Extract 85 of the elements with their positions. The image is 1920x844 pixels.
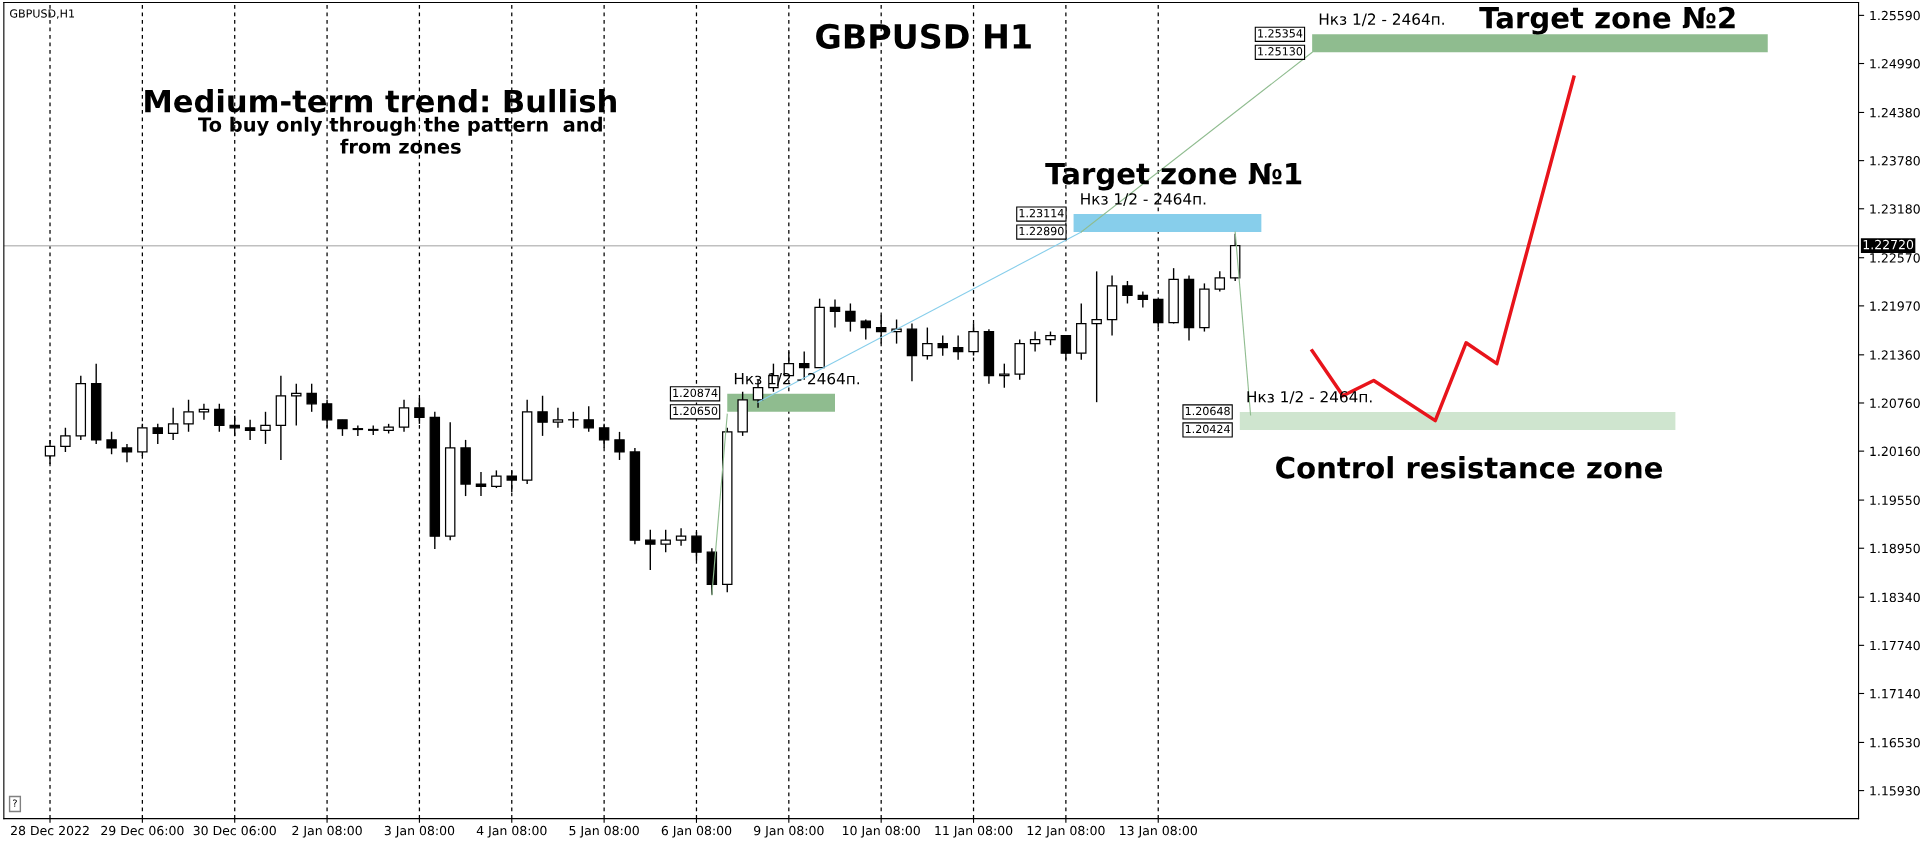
candlestick [937,334,948,357]
candlestick [60,427,71,453]
candlestick [214,403,225,433]
annotation: Target zone №2 [1479,6,1735,35]
candlestick [183,399,194,433]
candlestick [121,443,133,464]
x-tick-label: 13 Jan 08:00 [1120,825,1197,838]
y-tick-label: 1.20160 [1870,446,1920,457]
y-tick-label: 1.22570 [1870,253,1920,263]
ref-line-label: 1.22720 [1863,239,1914,250]
candlestick [106,431,117,456]
y-tick-label: 1.21970 [1870,301,1920,311]
band-label: Нкз 1/2 - 2464п. [1319,13,1444,27]
candlestick [1137,290,1149,309]
candlestick [645,529,656,571]
y-tick-label: 1.25590 [1870,10,1920,21]
y-tick-label: 1.17140 [1870,688,1920,699]
x-tick-label: 28 Dec 2022 [11,825,89,836]
y-tick-label: 1.23180 [1870,204,1920,214]
x-tick-label: 4 Jan 08:00 [476,825,547,838]
candlestick [583,405,594,433]
x-tick-label: 9 Jan 08:00 [754,825,824,838]
text: ? [13,799,17,807]
annotation: 1.20874 [673,388,718,398]
annotation: Medium-term trend: Bullish [145,88,616,113]
candlestick [999,362,1010,389]
candlestick [352,424,364,437]
candlestick [614,431,625,461]
band-label: Нкз 1/2 - 2464п. [1247,391,1372,404]
x-tick-label: 5 Jan 08:00 [569,825,639,838]
candlestick [306,383,317,413]
y-tick-label: 1.18950 [1870,543,1920,554]
y-tick-label: 1.18340 [1870,592,1920,603]
text: GBPUSD H1 [816,23,1031,49]
candlestick [829,298,841,329]
x-tick-label: 3 Jan 08:00 [384,825,455,838]
candlestick [1214,270,1226,293]
x-tick-label: 6 Jan 08:00 [661,825,732,838]
candlestick [152,423,164,445]
y-tick-label: 1.24990 [1870,58,1920,69]
line-series [1310,75,1576,423]
candlestick [260,411,271,445]
candlestick [952,334,964,361]
x-tick-label: 12 Jan 08:00 [1027,825,1105,838]
y-tick-label: 1.15930 [1870,786,1920,796]
annotation: 1.20650 [673,406,718,416]
candlestick [845,302,856,333]
candlestick [398,399,410,433]
candlestick [537,395,548,437]
annotation: 1.25130 [1258,47,1303,56]
candlestick [244,419,256,441]
annotation: 1.25354 [1258,29,1303,38]
candlestick [675,527,687,547]
y-tick-label: 1.17740 [1870,640,1920,651]
annotation: 1.23114 [1019,208,1064,218]
candlestick [229,415,240,437]
candlestick [1122,280,1133,305]
candlestick [660,529,671,553]
annotation: Target zone №1 [1045,162,1302,191]
candlestick [1029,330,1041,353]
annotation: 1.20424 [1185,424,1230,434]
y-tick-label: 1.24380 [1870,107,1920,118]
annotation: 1.20648 [1185,406,1230,416]
y-tick-label: 1.21360 [1870,350,1920,360]
band-label: Нкз 1/2 - 2464п. [1081,193,1206,206]
candlestick [552,407,564,429]
candlestick [167,407,179,441]
annotation: Control resistance zone [1276,456,1663,479]
annotation: To buy only through the pattern and from zones [198,116,602,154]
candlestick [1091,270,1102,403]
annotation: 1.22890 [1019,226,1064,236]
y-tick-label: 1.23780 [1870,156,1920,166]
annotation: GBPUSD,H1 [10,9,75,19]
y-tick-label: 1.20760 [1870,398,1920,408]
x-tick-label: 29 Dec 06:00 [101,825,184,836]
candlestick [1060,334,1072,361]
y-tick-label: 1.19550 [1870,495,1920,506]
candlestick [922,326,933,361]
y-tick-label: 1.16530 [1870,737,1920,748]
x-tick-label: 30 Dec 06:00 [193,825,276,836]
x-tick-label: 2 Jan 08:00 [292,825,362,838]
x-tick-label: 10 Jan 08:00 [842,825,920,838]
x-tick-label: 11 Jan 08:00 [935,825,1013,838]
candlestick [475,471,487,497]
candlestick [798,350,810,381]
